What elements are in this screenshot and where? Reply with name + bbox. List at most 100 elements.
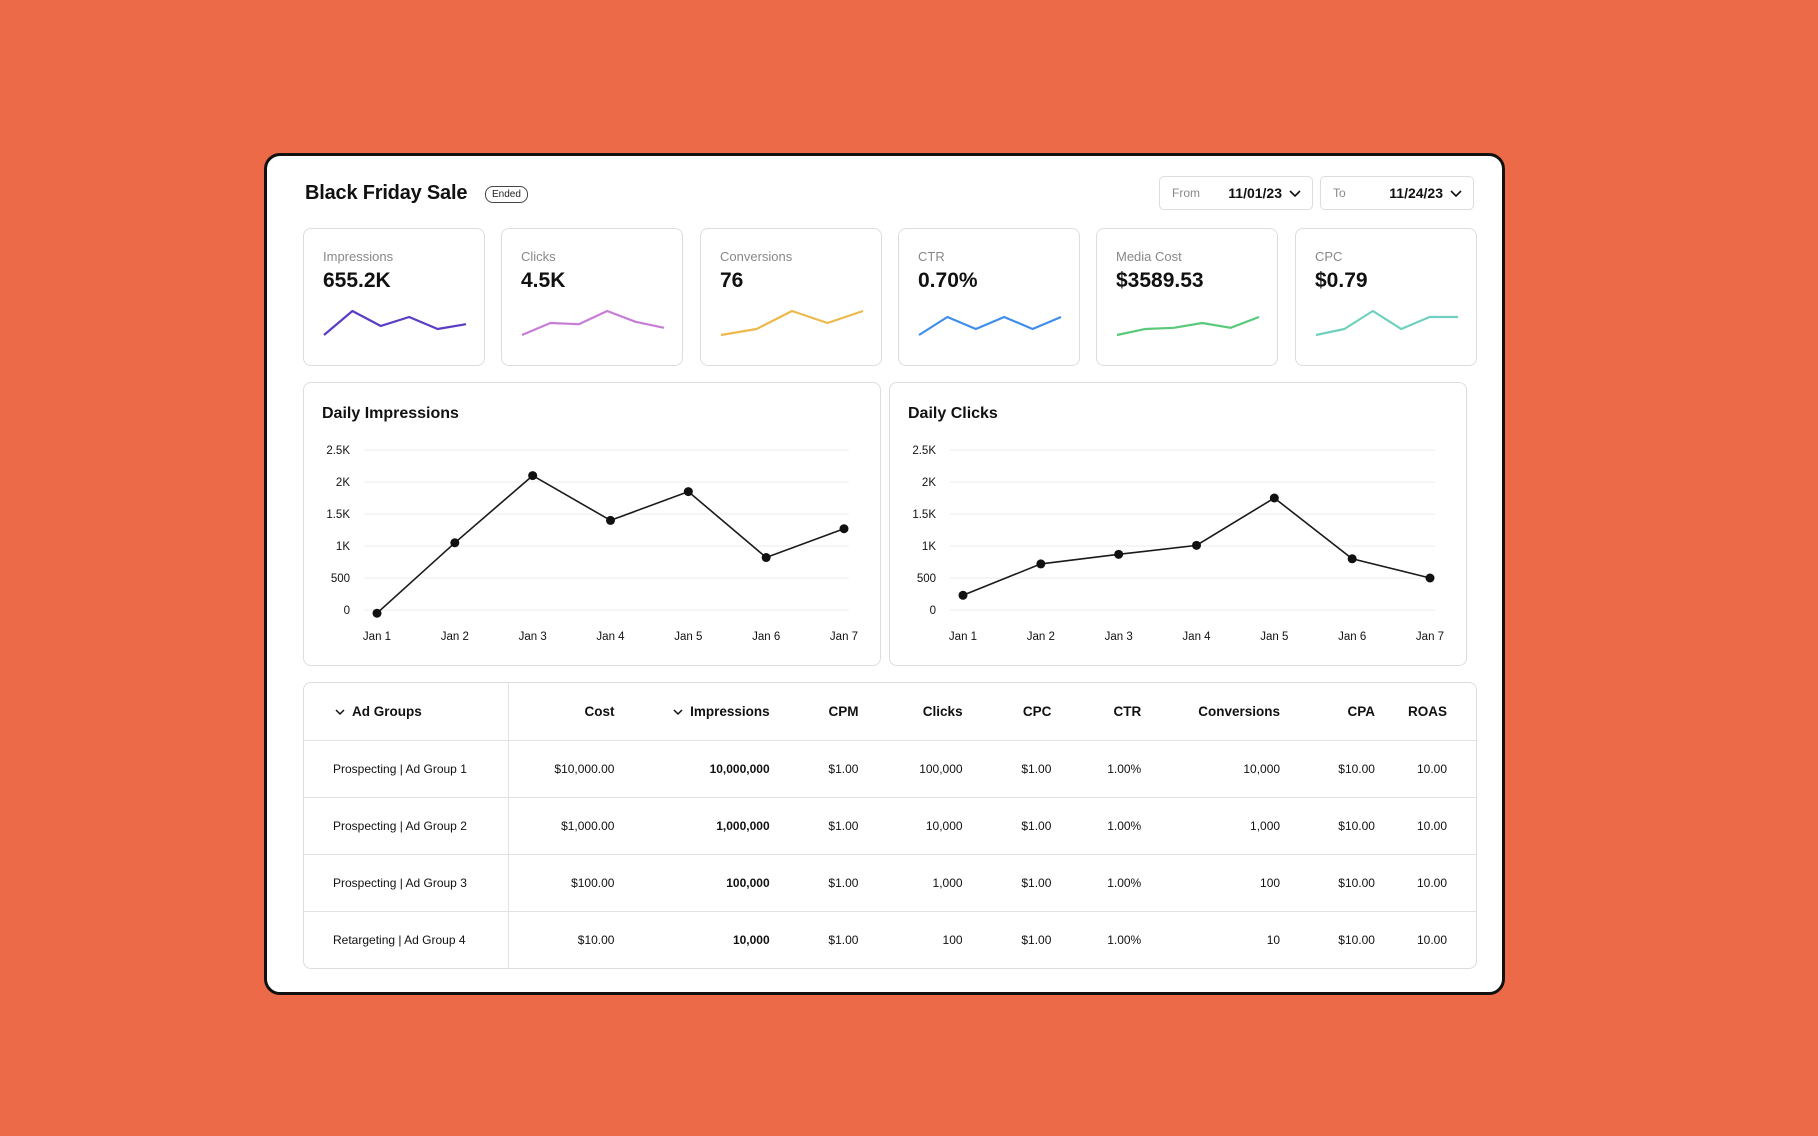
kpi-sparkline bbox=[1315, 309, 1458, 337]
y-tick-label: 1.5K bbox=[326, 509, 350, 521]
table-cell: $1.00 bbox=[968, 797, 1058, 855]
kpi-card-clicks: Clicks 4.5K bbox=[501, 228, 683, 366]
col-impressions[interactable]: Impressions bbox=[620, 683, 776, 741]
chart-title: Daily Clicks bbox=[908, 405, 998, 422]
ad-groups-table: Ad Groups Cost Impressions CPM Clicks CP… bbox=[304, 683, 1476, 968]
table-cell: 100,000 bbox=[864, 740, 969, 798]
data-point bbox=[372, 608, 382, 618]
table-cell: 100 bbox=[1147, 854, 1287, 912]
y-tick-label: 0 bbox=[930, 605, 936, 617]
page-title: Black Friday Sale bbox=[305, 182, 468, 204]
table-row[interactable]: Prospecting | Ad Group 1 $10,000.00 10,000… bbox=[304, 740, 1476, 798]
table-cell: Retargeting | Ad Group 4 bbox=[304, 911, 509, 968]
kpi-value: $0.79 bbox=[1315, 269, 1368, 292]
kpi-sparkline bbox=[323, 309, 467, 336]
table-cell: 10 bbox=[1266, 932, 1281, 947]
kpi-value: 655.2K bbox=[323, 269, 391, 292]
y-tick-label: 2K bbox=[336, 477, 350, 489]
series-line bbox=[376, 474, 845, 614]
col-cpa[interactable]: CPA bbox=[1286, 683, 1381, 741]
table-cell: 1,000 bbox=[1147, 797, 1287, 855]
daily-clicks-card: Daily Clicks 0 500 1K 1.5K 2K 2.5K Jan 1 Jan 2 J… bbox=[889, 382, 1467, 666]
table-cell: 100,000 bbox=[620, 854, 776, 912]
table-cell: 1.00% bbox=[1057, 740, 1148, 798]
kpi-sparkline bbox=[1116, 315, 1260, 337]
x-tick-label: Jan 7 bbox=[830, 631, 858, 643]
x-tick-label: Jan 1 bbox=[949, 631, 977, 643]
data-point bbox=[1114, 549, 1124, 559]
sparkline-line bbox=[918, 315, 1062, 336]
x-tick-label: Jan 3 bbox=[519, 631, 547, 643]
kpi-value: 0.70% bbox=[918, 269, 978, 292]
col-cpc[interactable]: CPC bbox=[968, 683, 1058, 741]
chevron-down-icon bbox=[673, 709, 683, 716]
kpi-value: $3589.53 bbox=[1116, 269, 1204, 292]
status-badge: Ended bbox=[485, 186, 528, 203]
table-cell: 1.00% bbox=[1107, 932, 1142, 947]
kpi-card-conversions: Conversions 76 bbox=[700, 228, 882, 366]
table-cell: $10,000.00 bbox=[508, 740, 621, 798]
col-conversions[interactable]: Conversions bbox=[1147, 683, 1287, 741]
sparkline-line bbox=[323, 309, 467, 336]
to-label: To bbox=[1333, 186, 1346, 200]
data-point bbox=[450, 538, 460, 548]
col-cost[interactable]: Cost bbox=[508, 683, 621, 741]
x-tick-label: Jan 6 bbox=[752, 631, 780, 643]
ad-groups-table-card: Ad Groups Cost Impressions CPM Clicks CP… bbox=[303, 682, 1477, 969]
y-tick-label: 2.5K bbox=[326, 445, 350, 457]
col-ctr[interactable]: CTR bbox=[1057, 683, 1148, 741]
table-cell: $10.00 bbox=[1338, 932, 1375, 947]
x-tick-label: Jan 7 bbox=[1416, 631, 1444, 643]
data-point bbox=[1192, 540, 1201, 550]
chevron-down-icon bbox=[1289, 190, 1301, 198]
data-point bbox=[958, 590, 968, 600]
table-cell: 10.00 bbox=[1380, 854, 1476, 912]
y-tick-label: 2.5K bbox=[912, 445, 936, 457]
data-point bbox=[839, 524, 849, 534]
table-cell: $10.00 bbox=[1286, 797, 1381, 855]
table-cell: $10.00 bbox=[577, 932, 615, 947]
table-cell: $100.00 bbox=[508, 854, 621, 912]
kpi-label: CPC bbox=[1315, 249, 1343, 264]
y-tick-label: 1.5K bbox=[912, 509, 936, 521]
chart-title: Daily Impressions bbox=[322, 405, 459, 422]
col-ad-groups[interactable]: Ad Groups bbox=[304, 683, 509, 741]
x-tick-label: Jan 5 bbox=[674, 631, 702, 643]
to-date-picker[interactable]: To 11/24/23 bbox=[1320, 176, 1474, 210]
table-cell: 10,000 bbox=[1147, 740, 1287, 798]
table-cell: Prospecting | Ad Group 2 bbox=[304, 797, 509, 855]
from-date-value: 11/01/23 bbox=[1228, 185, 1282, 201]
y-tick-label: 0 bbox=[344, 605, 350, 617]
sparkline-line bbox=[1315, 309, 1458, 337]
x-tick-label: Jan 2 bbox=[441, 631, 469, 643]
table-cell: 10.00 bbox=[1380, 740, 1476, 798]
table-cell: Prospecting | Ad Group 3 bbox=[304, 854, 509, 912]
daily-impressions-chart: 0 500 1K 1.5K 2K 2.5K Jan 1 Jan 2 Jan 3 Jan 4 Jan … bbox=[326, 445, 858, 643]
sparkline-line bbox=[521, 309, 665, 337]
data-point bbox=[606, 515, 615, 525]
table-row[interactable]: Retargeting | Ad Group 4 $10.00 10,000 $1.0… bbox=[304, 911, 1476, 968]
table-cell: 10,000 bbox=[732, 932, 770, 947]
table-cell: $1.00 bbox=[968, 740, 1058, 798]
data-point bbox=[761, 553, 771, 563]
col-cpm[interactable]: CPM bbox=[775, 683, 865, 741]
x-tick-label: Jan 5 bbox=[1260, 631, 1288, 643]
col-roas[interactable]: ROAS bbox=[1380, 683, 1476, 741]
y-tick-label: 1K bbox=[922, 541, 936, 553]
table-cell: 1,000 bbox=[864, 854, 969, 912]
to-date-value: 11/24/23 bbox=[1389, 185, 1443, 201]
table-cell: $1.00 bbox=[775, 797, 865, 855]
x-tick-label: Jan 3 bbox=[1105, 631, 1133, 643]
table-cell: $1.00 bbox=[1021, 932, 1052, 947]
table-row[interactable]: Prospecting | Ad Group 3 $100.00 100,000 $1… bbox=[304, 854, 1476, 912]
from-date-picker[interactable]: From 11/01/23 bbox=[1159, 176, 1313, 210]
col-clicks[interactable]: Clicks bbox=[864, 683, 969, 741]
chevron-down-icon bbox=[335, 709, 345, 716]
table-cell: 1.00% bbox=[1057, 797, 1148, 855]
sparkline-line bbox=[720, 309, 864, 337]
kpi-sparkline bbox=[521, 309, 665, 337]
table-row[interactable]: Prospecting | Ad Group 2 $1,000.00 1,000,0… bbox=[304, 797, 1476, 855]
data-point bbox=[1036, 559, 1046, 569]
chevron-down-icon bbox=[1450, 190, 1462, 198]
from-label: From bbox=[1172, 186, 1200, 200]
